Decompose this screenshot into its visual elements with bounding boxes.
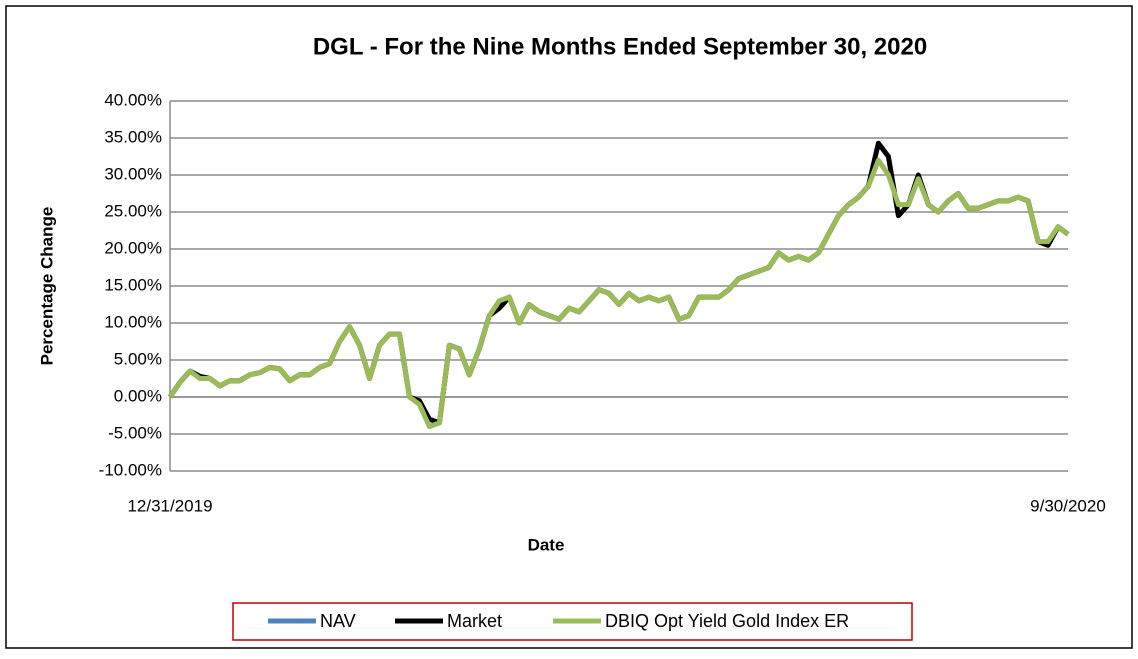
y-tick-label: 5.00% [114, 349, 162, 368]
series-line [167, 157, 1070, 430]
y-tick-label: 30.00% [104, 164, 162, 183]
y-tick-label: 40.00% [104, 90, 162, 109]
y-tick-label: 25.00% [104, 201, 162, 220]
x-tick-label: 9/30/2020 [1030, 496, 1106, 515]
y-tick-label: 10.00% [104, 312, 162, 331]
y-tick-label: 20.00% [104, 238, 162, 257]
y-tick-label: 0.00% [114, 386, 162, 405]
x-tick-label: 12/31/2019 [127, 496, 212, 515]
chart-title: DGL - For the Nine Months Ended Septembe… [313, 33, 927, 60]
y-tick-label: 35.00% [104, 127, 162, 146]
y-tick-label: -5.00% [108, 423, 162, 442]
legend-label: Market [447, 611, 502, 631]
legend-label: DBIQ Opt Yield Gold Index ER [605, 611, 849, 631]
y-tick-label: 15.00% [104, 275, 162, 294]
x-axis-title: Date [528, 535, 565, 554]
chart-border [5, 5, 1133, 649]
y-tick-label: -10.00% [99, 460, 162, 479]
legend-label: NAV [320, 611, 356, 631]
y-axis-title: Percentage Change [37, 207, 56, 366]
